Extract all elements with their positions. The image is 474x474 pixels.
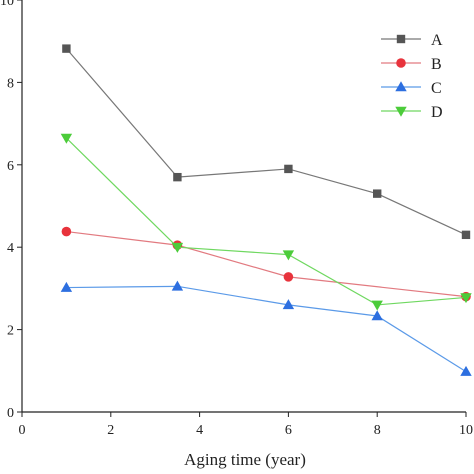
legend-item-d: D (381, 104, 443, 121)
series-line-a (65, 48, 467, 236)
x-tick-label: 4 (196, 423, 203, 438)
data-point-b (61, 226, 72, 237)
data-point-c (171, 280, 184, 291)
data-point-c (282, 299, 295, 310)
series-c (60, 280, 472, 376)
series-layer (60, 44, 472, 376)
legend-marker (395, 106, 407, 117)
series-line-c (66, 285, 467, 373)
x-tick-label: 0 (19, 423, 26, 438)
legend-label: C (431, 80, 442, 97)
axes: 0 2 4 6 8 10 0 2 4 6 8 10 (0, 0, 473, 438)
legend-label: B (431, 56, 442, 73)
data-point-c (371, 310, 383, 321)
legend-item-a: A (381, 32, 443, 49)
data-point-a (373, 189, 382, 198)
x-tick-label: 6 (285, 423, 292, 438)
legend-marker (396, 34, 406, 44)
series-b (61, 226, 471, 302)
data-point-d (171, 242, 184, 253)
data-point-a (461, 230, 471, 240)
data-point-a (173, 172, 182, 182)
legend-item-c: C (381, 80, 442, 97)
data-point-b (283, 272, 294, 282)
series-line-b (66, 230, 467, 298)
x-tick-label: 10 (459, 423, 473, 438)
data-point-a (284, 164, 293, 174)
x-tick-label: 2 (107, 423, 114, 438)
series-d (60, 133, 472, 311)
data-point-d (60, 133, 73, 144)
y-tick-label: 8 (7, 76, 14, 91)
x-axis-title: Aging time (year) (184, 450, 306, 469)
legend-label: A (431, 32, 443, 49)
data-point-c (460, 365, 472, 376)
y-tick-label: 0 (7, 406, 14, 421)
data-point-a (62, 44, 71, 53)
legend-item-b: B (381, 56, 442, 73)
legend-marker (395, 81, 407, 92)
y-tick-label: 10 (0, 0, 14, 9)
legend-label: D (431, 104, 443, 121)
legend-marker (396, 58, 406, 68)
x-tick-label: 8 (374, 423, 381, 438)
y-tick-label: 6 (7, 159, 14, 174)
data-point-c (60, 281, 73, 292)
y-tick-label: 2 (7, 324, 14, 339)
data-point-d (371, 300, 383, 311)
data-point-d (282, 250, 295, 261)
series-line-d (65, 137, 467, 306)
data-point-d (460, 293, 472, 304)
y-tick-label: 4 (7, 241, 14, 256)
series-a (62, 44, 471, 240)
